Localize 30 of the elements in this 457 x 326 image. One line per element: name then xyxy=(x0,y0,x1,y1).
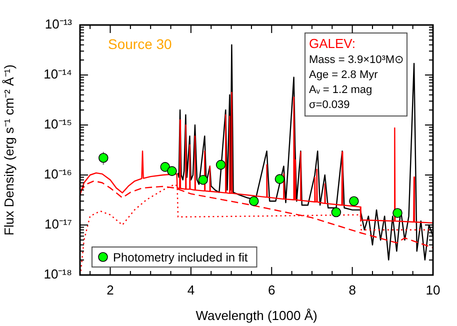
y-tick-label: 10⁻¹⁶ xyxy=(44,166,72,182)
annotation: σ=0.039 xyxy=(309,99,350,111)
point xyxy=(98,152,108,163)
annotation: GALEV: xyxy=(309,36,356,51)
point xyxy=(216,160,226,170)
point xyxy=(349,196,359,206)
point xyxy=(331,207,342,218)
x-tick-label: 6 xyxy=(268,282,276,298)
y-axis-title: Flux Density (erg s⁻¹ cm⁻² Å⁻¹) xyxy=(1,64,16,236)
x-tick-label: 8 xyxy=(348,282,356,298)
x-tick-label: 4 xyxy=(187,282,195,298)
y-tick-label: 10⁻¹⁷ xyxy=(44,216,72,232)
x-tick-label: 10 xyxy=(426,282,440,298)
x-axis-title: Wavelength (1000 Å) xyxy=(196,308,318,323)
point xyxy=(392,208,402,218)
legend-label: Photometry included in fit xyxy=(113,250,248,264)
y-tick-label: 10⁻¹⁴ xyxy=(44,66,72,82)
point xyxy=(160,162,170,172)
point xyxy=(248,196,259,206)
point xyxy=(167,166,177,176)
annotation: Age = 2.8 Myr xyxy=(309,69,378,81)
point xyxy=(274,174,285,184)
y-tick-label: 10⁻¹⁵ xyxy=(44,116,72,132)
x-tick-label: 2 xyxy=(106,282,114,298)
annotation: Aᵥ = 1.2 mag xyxy=(309,84,372,96)
annotation: Mass = 3.9×10³M⊙ xyxy=(309,54,404,66)
point xyxy=(198,174,208,185)
y-tick-label: 10⁻¹³ xyxy=(44,16,73,32)
y-tick-label: 10⁻¹⁸ xyxy=(44,266,72,282)
annotation: Source 30 xyxy=(108,36,172,52)
